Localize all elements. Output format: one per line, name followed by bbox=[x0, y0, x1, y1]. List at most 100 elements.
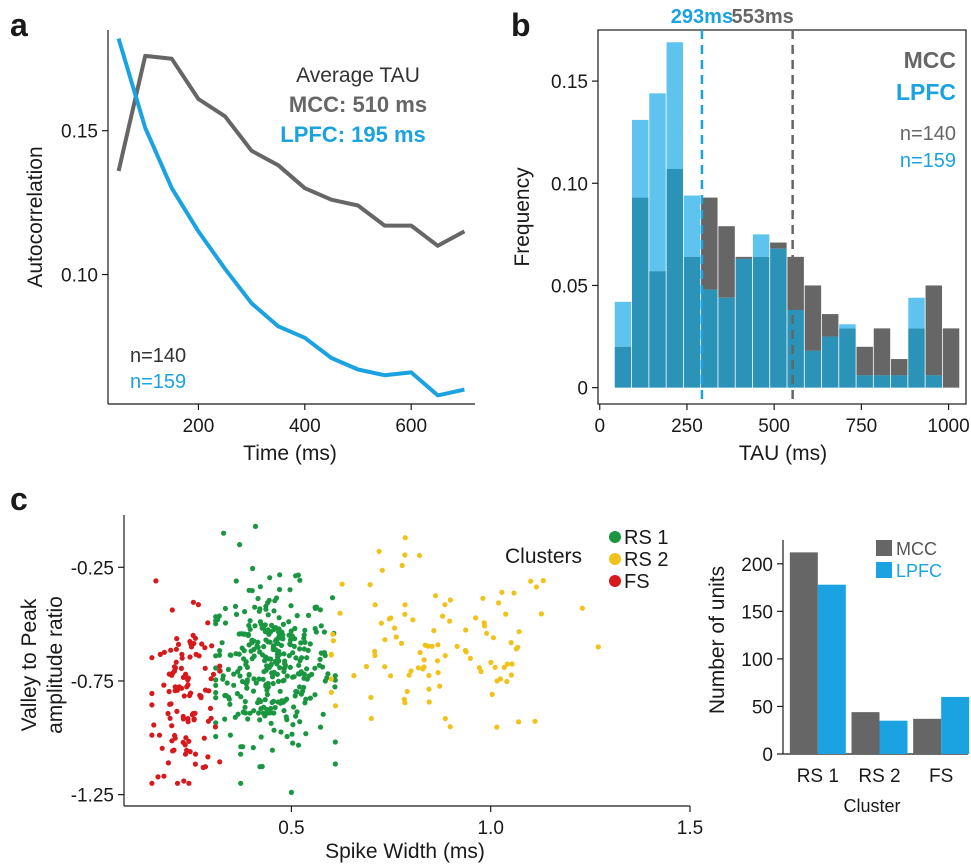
panel-c-point-rs2 bbox=[528, 578, 534, 584]
panel-c-point-rs1 bbox=[253, 680, 259, 686]
panel-c-point-fs bbox=[191, 717, 197, 723]
panel-c-point-fs bbox=[176, 684, 182, 690]
panel-c-point-rs1 bbox=[289, 731, 295, 737]
panel-c-point-rs1 bbox=[294, 613, 300, 619]
panel-b-bar-overlap bbox=[632, 197, 649, 388]
panel-c-point-rs2 bbox=[504, 678, 510, 685]
panel-c-point-fs bbox=[161, 773, 167, 779]
panel-c-point-fs bbox=[171, 747, 177, 753]
panel-c-point-rs2 bbox=[372, 652, 378, 659]
panel-c-point-rs1 bbox=[220, 673, 226, 679]
panel-c-point-rs1 bbox=[251, 708, 257, 714]
panel-c-point-fs bbox=[172, 735, 178, 741]
panel-c-point-rs1 bbox=[257, 717, 263, 723]
panel-c-point-rs2 bbox=[388, 615, 394, 621]
panel-c-point-rs1 bbox=[288, 628, 294, 634]
panel-b-bar-overlap bbox=[752, 256, 770, 388]
panel-c-point-fs bbox=[192, 761, 198, 767]
panel-c-point-rs2 bbox=[515, 644, 521, 651]
panel-c-point-rs1 bbox=[242, 699, 248, 705]
panel-c-point-fs bbox=[217, 759, 223, 765]
panel-c-point-fs bbox=[208, 676, 214, 682]
panel-c-point-rs1 bbox=[252, 604, 258, 610]
panel-c-point-rs1 bbox=[284, 733, 290, 740]
panel-c-point-fs bbox=[212, 724, 218, 730]
panel-c-point-rs2 bbox=[481, 620, 487, 626]
panel-c-point-fs bbox=[196, 653, 202, 659]
panel-c-point-rs1 bbox=[264, 707, 270, 713]
panel-c-point-rs1 bbox=[324, 675, 330, 681]
panel-c-point-rs1 bbox=[317, 656, 323, 663]
panel-b-bar-overlap bbox=[718, 297, 735, 388]
panel-c-point-rs2 bbox=[508, 672, 514, 678]
panel-c-point-rs2 bbox=[509, 661, 515, 667]
panel-c-point-rs1 bbox=[213, 690, 219, 696]
panel-c-point-rs1 bbox=[242, 704, 248, 710]
panel-c-point-rs1 bbox=[242, 609, 248, 615]
panel-c-point-rs1 bbox=[219, 640, 225, 646]
panel-b-bar-mcc bbox=[891, 359, 908, 376]
panel-c-point-fs bbox=[161, 649, 167, 655]
panel-c-point-rs1 bbox=[267, 639, 273, 645]
panel-c-point-fs bbox=[187, 654, 193, 660]
panel-c-point-rs1 bbox=[297, 646, 303, 652]
panel-c-point-rs1 bbox=[290, 650, 296, 656]
panel-b-bar-overlap bbox=[821, 336, 839, 388]
panel-c-point-fs bbox=[165, 760, 171, 766]
panel-c-legend-label-rs1: RS 1 bbox=[624, 527, 668, 549]
panel-c-point-fs bbox=[209, 643, 215, 649]
panel-c-bar-category-label: RS 2 bbox=[858, 766, 900, 787]
panel-c-point-rs1 bbox=[271, 710, 277, 716]
panel-a-y-axis-label: Autocorrelation bbox=[24, 146, 47, 287]
panel-c-point-rs1 bbox=[278, 729, 284, 735]
panel-b-y-tick-label: 0.10 bbox=[551, 174, 588, 195]
panel-b-bar-overlap bbox=[701, 289, 718, 388]
panel-c-bar-y-tick-label: 0 bbox=[762, 745, 773, 766]
panel-c-point-rs1 bbox=[290, 722, 296, 728]
panel-c-point-fs bbox=[187, 749, 193, 755]
panel-c-point-fs bbox=[173, 646, 179, 652]
panel-c-point-rs2 bbox=[437, 683, 443, 689]
panel-a-x-tick-label: 600 bbox=[395, 416, 427, 437]
panel-c-point-rs1 bbox=[262, 713, 268, 719]
panel-c-point-fs bbox=[168, 701, 174, 707]
panel-c-point-fs bbox=[186, 780, 192, 786]
panel-c-point-rs2 bbox=[532, 718, 538, 724]
panel-c-point-rs2 bbox=[404, 688, 410, 695]
panel-c-bar-legend-label-mcc: MCC bbox=[896, 539, 937, 559]
panel-a-annotation-title: Average TAU bbox=[296, 64, 420, 87]
panel-c-point-fs bbox=[169, 607, 175, 613]
panel-c-bar-category-label: RS 1 bbox=[797, 766, 839, 787]
panel-c-y-axis-label-line2: amplitude ratio bbox=[44, 596, 67, 734]
panel-c-point-rs2 bbox=[463, 649, 469, 655]
panel-c-point-rs1 bbox=[286, 632, 292, 638]
panel-c-point-rs2 bbox=[388, 673, 394, 679]
panel-c-point-rs1 bbox=[271, 727, 277, 733]
panel-c-point-rs1 bbox=[252, 623, 258, 629]
panel-c-point-rs1 bbox=[298, 691, 304, 697]
panel-c-point-fs bbox=[192, 635, 198, 641]
panel-c-point-fs bbox=[207, 705, 214, 712]
panel-c-point-rs1 bbox=[281, 708, 287, 714]
panel-b-bar-overlap bbox=[908, 328, 925, 388]
panel-b-bar-lpfc bbox=[839, 324, 856, 329]
panel-c-point-fs bbox=[159, 745, 165, 751]
panel-c-point-rs1 bbox=[227, 732, 233, 738]
panel-c-point-rs1 bbox=[249, 656, 255, 662]
panel-b-bar-overlap bbox=[735, 258, 753, 388]
panel-c-point-rs1 bbox=[237, 665, 243, 671]
panel-c-bar-y-axis-label: Number of units bbox=[706, 566, 729, 714]
panel-label-a: a bbox=[10, 7, 28, 43]
panel-c-point-rs2 bbox=[429, 643, 435, 649]
panel-c-point-rs1 bbox=[221, 530, 227, 536]
panel-c-point-rs2 bbox=[499, 589, 505, 595]
panel-c-point-fs bbox=[205, 718, 211, 724]
panel-c-point-fs bbox=[186, 692, 193, 699]
panel-c-point-rs1 bbox=[305, 612, 312, 619]
panel-c-point-rs1 bbox=[213, 720, 219, 726]
panel-c-point-fs bbox=[206, 688, 212, 694]
panel-b-bar-mcc bbox=[787, 256, 804, 310]
panel-c-point-rs2 bbox=[484, 630, 490, 636]
panel-c-bar-mcc bbox=[851, 712, 880, 754]
